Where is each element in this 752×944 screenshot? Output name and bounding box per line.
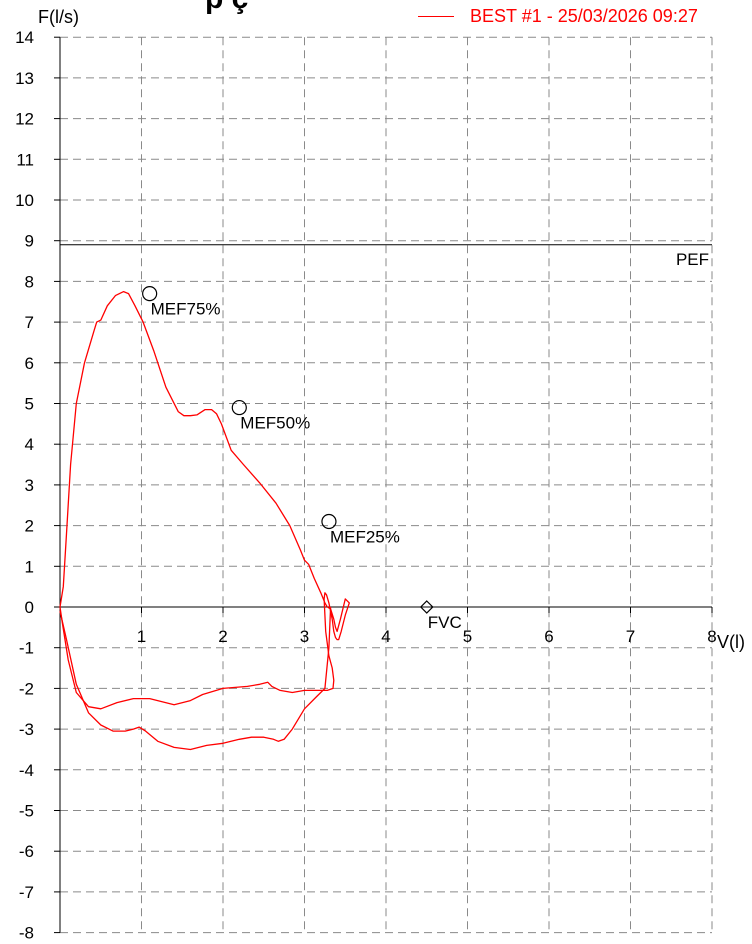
y-tick-label: 9: [25, 232, 34, 251]
y-tick-label: 1: [25, 557, 34, 576]
marker-label: MEF50%: [240, 414, 310, 433]
y-tick-label: -6: [19, 842, 34, 861]
label-layer: PEF MEF75% MEF50% MEF25% FVC: [151, 250, 709, 632]
series-layer: [59, 290, 350, 751]
y-tick-label: -8: [19, 924, 34, 943]
legend-label: BEST #1 - 25/03/2026 09:27: [470, 5, 698, 26]
y-tick-label: -2: [19, 679, 34, 698]
y-tick-label: 2: [25, 517, 34, 536]
y-tick-label: 7: [25, 313, 34, 332]
series-flow-volume-loop: [59, 290, 350, 710]
legend-line-swatch: [418, 15, 454, 17]
pef-label: PEF: [676, 250, 709, 269]
marker-label: MEF75%: [151, 300, 221, 319]
y-tick-label: -7: [19, 883, 34, 902]
x-tick-label: 4: [381, 627, 390, 646]
y-tick-label: 3: [25, 476, 34, 495]
y-tick-label: 4: [25, 435, 34, 454]
y-tick-label: 14: [15, 28, 34, 47]
x-tick-label: 2: [218, 627, 227, 646]
y-tick-label: 11: [16, 150, 34, 169]
x-tick-label: 5: [463, 627, 472, 646]
x-axis-label: V(l): [717, 632, 745, 652]
x-tick-label: 3: [300, 627, 309, 646]
legend: BEST #1 - 25/03/2026 09:27: [418, 2, 698, 30]
x-tick-label: 6: [544, 627, 553, 646]
chart-title-fragment: p ç: [205, 0, 248, 16]
marker-label: MEF25%: [330, 528, 400, 547]
y-tick-label: 8: [25, 272, 34, 291]
y-tick-label: 0: [25, 598, 34, 617]
y-tick-label: 13: [15, 69, 34, 88]
series-inspiratory-curve: [59, 606, 332, 751]
y-tick-label: 6: [25, 354, 34, 373]
x-tick-label: 7: [626, 627, 635, 646]
marker-circle: [321, 513, 337, 530]
y-tick-label: 10: [15, 191, 34, 210]
y-tick-label: 12: [15, 110, 34, 129]
grid: [60, 36, 713, 934]
y-tick-label: -3: [19, 720, 34, 739]
y-tick-label: 5: [25, 395, 34, 414]
marker-label: FVC: [428, 613, 462, 632]
y-tick-label: -4: [19, 761, 34, 780]
x-tick-label: 8: [707, 627, 716, 646]
y-tick-label: -1: [19, 639, 34, 658]
y-axis-label: F(l/s): [38, 7, 79, 27]
x-tick-label: 1: [137, 627, 146, 646]
marker-circle: [231, 399, 247, 416]
y-tick-label: -5: [19, 802, 34, 821]
marker-layer: [142, 286, 434, 614]
marker-diamond: [419, 600, 434, 614]
marker-circle: [142, 286, 158, 302]
